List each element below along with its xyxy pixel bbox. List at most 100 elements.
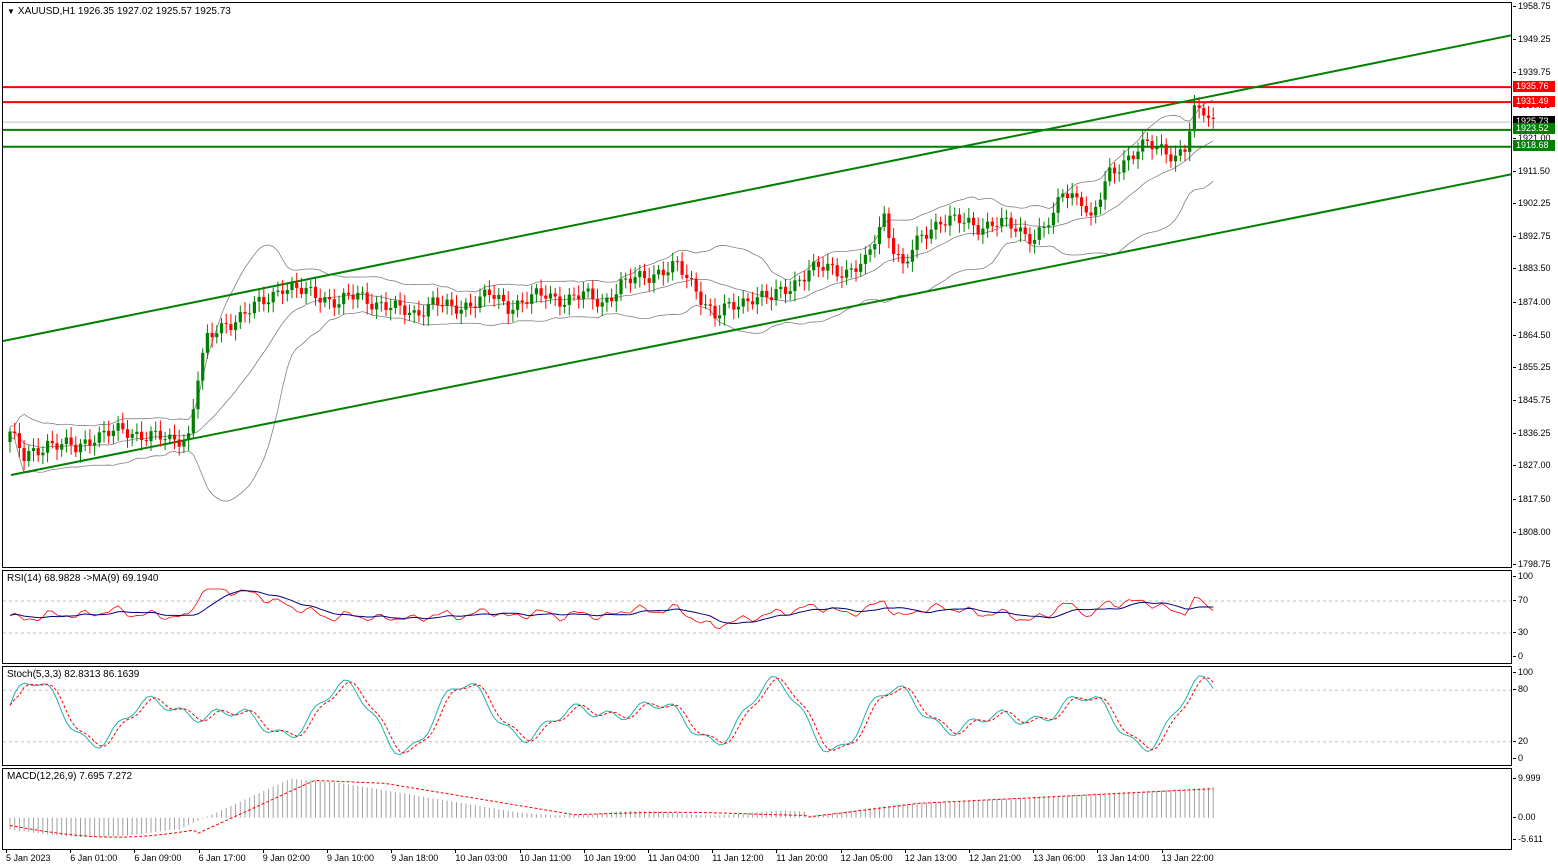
candle-body [149,431,153,442]
candle-body [210,332,214,338]
candle-body [346,292,350,295]
candle-body [1014,228,1018,232]
candle-body [1188,131,1192,152]
time-tick-label: 6 Jan 09:00 [134,850,182,863]
candle-body [642,271,647,279]
candle-body [845,269,849,278]
indicator-scale-label: 70 [1513,595,1558,605]
candle-body [196,380,200,410]
candle-body [736,306,741,310]
candle-body [407,312,412,316]
price-tick-label: 1958.75 [1513,1,1558,11]
candle-body [483,289,487,297]
candle-body [445,299,449,306]
candle-body [464,302,468,310]
candle-body [309,286,313,288]
candle-body [252,301,256,314]
candle-body [116,423,120,431]
candle-body [248,313,252,315]
candle-body [680,261,684,275]
candle-body [506,301,510,314]
candle-body [901,254,905,264]
candle-body [943,224,947,226]
candle-body [328,297,332,300]
candle-body [760,290,764,298]
candle-body [130,433,134,438]
time-tick-label: 10 Jan 03:00 [455,850,508,863]
candle-body [967,217,971,223]
candle-body [1178,149,1182,156]
candle-body [154,430,158,432]
candle-body [774,289,778,301]
candle-body [478,296,482,308]
candle-body [924,234,929,239]
candle-body [1136,151,1140,160]
candle-body [492,295,496,299]
stochastic-pane[interactable]: Stoch(5,3,3) 82.8313 86.1639 [2,666,1512,766]
price-tick-label: 1949.25 [1513,34,1558,44]
candle-body [685,274,689,279]
rsi-pane[interactable]: RSI(14) 68.9828 ->MA(9) 69.1940 [2,570,1512,664]
candle-body [97,432,101,443]
candle-body [849,268,853,270]
candle-body [793,280,797,292]
rsi-line [9,588,1214,629]
candle-body [375,302,379,310]
candle-body [1141,139,1145,152]
candle-body [859,263,863,272]
candle-body [812,261,816,271]
candle-body [144,440,148,442]
macd-pane[interactable]: MACD(12,26,9) 7.695 7.272 [2,768,1512,850]
candle-body [403,305,407,316]
candle-body [887,213,891,239]
candle-body [873,244,877,250]
stochastic-canvas [3,675,1511,756]
candle-body [135,431,139,434]
candle-body [614,294,618,302]
candle-body [168,434,172,440]
candle-body [370,303,374,310]
candle-body [854,268,858,272]
candle-body [751,301,755,305]
candle-body [497,294,501,299]
candle-body [868,249,872,255]
price-level-badge: 1931.49 [1513,95,1555,107]
price-tick-label: 1836.25 [1513,428,1558,438]
candle-body [1150,140,1154,150]
candle-body [313,286,318,299]
time-tick-label: 11 Jan 20:00 [776,850,828,863]
candle-body [581,291,585,300]
chart-menu-triangle-icon[interactable]: ▼ [7,7,15,16]
candle-body [1000,217,1004,227]
time-tick-label: 11 Jan 04:00 [648,850,700,863]
price-chart-pane[interactable]: ▼ XAUUSD,H1 1926.35 1927.02 1925.57 1925.… [2,2,1512,568]
price-tick-label: 1921.00 [1513,133,1558,143]
price-scale[interactable]: 1958.751949.251939.751930.251921.001911.… [1513,1,1558,569]
candle-body [840,276,844,278]
candle-body [234,322,238,331]
candle-body [1023,227,1027,235]
candle-body [22,447,26,462]
candle-body [50,440,54,444]
time-tick-label: 13 Jan 06:00 [1033,850,1086,863]
candle-body [436,297,440,306]
candle-body [896,254,900,256]
indicator-scale-label: -5.611 [1513,834,1558,844]
candle-body [1117,172,1121,174]
candle-body [238,312,242,323]
candle-body [1028,234,1032,244]
candle-body [863,254,867,264]
price-chart-canvas[interactable] [3,3,1512,568]
candle-body [995,225,999,227]
candle-body [60,444,64,450]
indicator-scale-label: 0.00 [1513,812,1558,822]
candle-body [1033,239,1037,244]
candle-body [788,291,792,295]
candle-body [318,298,322,303]
candle-body [577,295,581,300]
candle-body [830,263,835,266]
candle-body [779,286,783,290]
candle-body [398,300,402,306]
time-axis[interactable]: 5 Jan 2023 6 Jan 01:00 6 Jan 09:00 6 Jan 17… [2,850,1512,868]
